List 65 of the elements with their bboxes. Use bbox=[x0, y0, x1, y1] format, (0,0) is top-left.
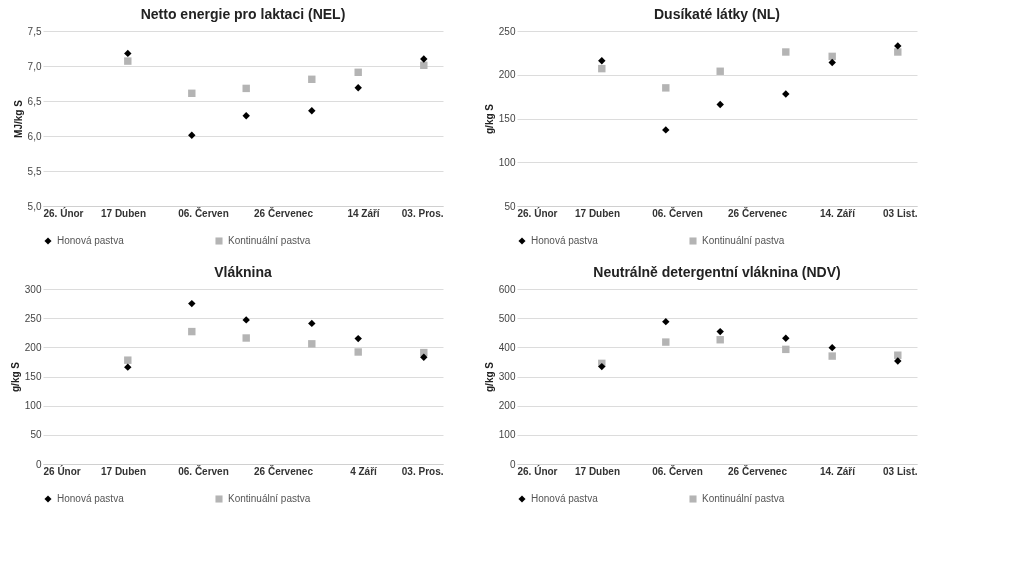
chart-title: Vláknina bbox=[214, 264, 272, 280]
y-tick-label: 50 bbox=[30, 429, 42, 441]
x-tick-label: 26 Červenec bbox=[728, 464, 788, 477]
y-tick-label: 300 bbox=[498, 371, 516, 382]
y-axis-title: MJ/kg S bbox=[12, 99, 24, 138]
x-tick-label: 03 List. bbox=[883, 207, 918, 219]
x-tick-label: 26. Únor bbox=[43, 206, 84, 219]
x-tick-label: 26 Červenec bbox=[254, 464, 314, 477]
y-tick-label: 100 bbox=[498, 429, 516, 441]
x-tick-label: 03. Pros. bbox=[401, 207, 444, 219]
y-tick-label: 100 bbox=[498, 156, 516, 168]
x-tick-label: 17 Duben bbox=[574, 465, 621, 477]
y-tick-label: 500 bbox=[498, 312, 516, 324]
y-tick-label: 150 bbox=[498, 113, 516, 124]
x-tick-label: 14 Září bbox=[347, 207, 381, 219]
y-tick-label: 5,0 bbox=[27, 200, 42, 212]
x-tick-label: 06. Červen bbox=[178, 206, 229, 219]
x-tick-label: 14. Září bbox=[819, 465, 857, 477]
y-tick-label: 6,0 bbox=[27, 130, 42, 142]
x-tick-label: 06. Červen bbox=[652, 206, 703, 219]
x-tick-label: 17 Duben bbox=[574, 207, 621, 219]
y-tick-label: 150 bbox=[24, 371, 42, 382]
x-tick-label: 17 Duben bbox=[100, 207, 147, 219]
x-tick-label: 03. Pros. bbox=[401, 465, 444, 477]
legend-label: Honová pastva bbox=[531, 235, 599, 246]
y-tick-label: 100 bbox=[24, 400, 42, 412]
x-tick-label: 06. Červen bbox=[178, 464, 229, 477]
y-tick-label: 250 bbox=[24, 312, 42, 324]
x-tick-label: 4 Září bbox=[350, 465, 379, 477]
legend-label: Honová pastva bbox=[57, 493, 125, 504]
y-tick-label: 6,5 bbox=[27, 95, 42, 107]
y-tick-label: 5,5 bbox=[27, 165, 42, 177]
x-tick-label: 17 Duben bbox=[100, 465, 147, 477]
x-tick-label: 26. Únor bbox=[517, 206, 558, 219]
y-axis-title: g/kg S bbox=[483, 361, 495, 393]
y-tick-label: 600 bbox=[498, 283, 516, 295]
y-tick-label: 0 bbox=[35, 458, 42, 470]
chart-title: Netto energie pro laktaci (NEL) bbox=[140, 6, 346, 22]
x-tick-label: 14. Září bbox=[819, 207, 857, 219]
x-tick-label: 26 Únor bbox=[43, 464, 81, 477]
y-tick-label: 50 bbox=[504, 200, 516, 212]
legend-label: Honová pastva bbox=[531, 493, 599, 504]
y-tick-label: 0 bbox=[509, 458, 516, 470]
x-tick-label: 26 Červenec bbox=[728, 206, 788, 219]
legend-label: Kontinuální pastva bbox=[228, 235, 311, 246]
y-tick-label: 200 bbox=[498, 69, 516, 81]
legend-label: Kontinuální pastva bbox=[228, 493, 311, 504]
y-tick-label: 300 bbox=[24, 283, 42, 295]
y-tick-label: 200 bbox=[498, 400, 516, 412]
y-tick-label: 400 bbox=[498, 341, 516, 353]
x-tick-label: 03 List. bbox=[883, 465, 918, 477]
y-tick-label: 250 bbox=[498, 25, 516, 37]
legend-label: Honová pastva bbox=[57, 235, 125, 246]
y-tick-label: 7,0 bbox=[27, 60, 42, 72]
legend-label: Kontinuální pastva bbox=[702, 235, 785, 246]
y-axis-title: g/kg S bbox=[483, 103, 495, 135]
y-axis-title: g/kg S bbox=[9, 361, 21, 393]
legend-label: Kontinuální pastva bbox=[702, 493, 785, 504]
y-tick-label: 200 bbox=[24, 341, 42, 353]
x-tick-label: 26 Červenec bbox=[254, 206, 314, 219]
y-tick-label: 7,5 bbox=[27, 25, 42, 37]
x-tick-label: 26. Únor bbox=[517, 464, 558, 477]
chart-title: Neutrálně detergentní vláknina (NDV) bbox=[593, 264, 841, 280]
x-tick-label: 06. Červen bbox=[652, 464, 703, 477]
chart-title: Dusíkaté látky (NL) bbox=[653, 6, 781, 22]
